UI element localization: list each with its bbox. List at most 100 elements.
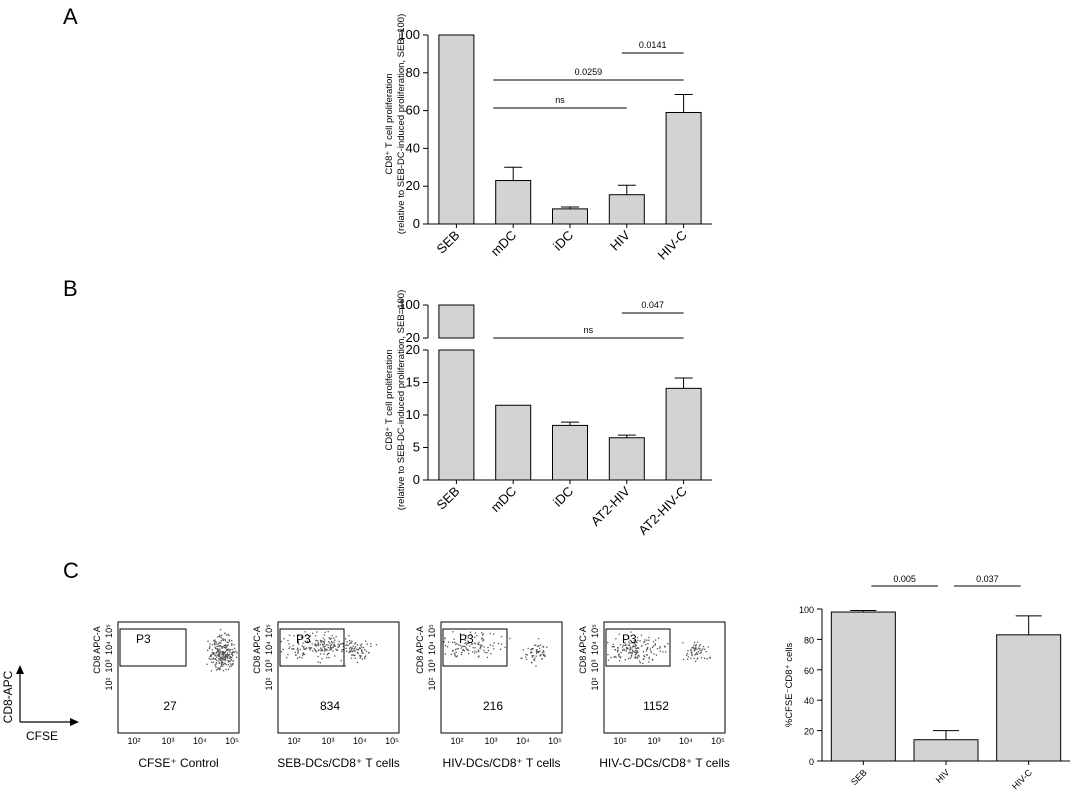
- flow-event: [220, 661, 223, 663]
- flow-event: [229, 666, 231, 668]
- flow-event: [353, 650, 356, 652]
- flow-event: [695, 660, 697, 662]
- flow-event: [297, 639, 300, 641]
- flow-event: [480, 646, 482, 648]
- flow-event: [629, 647, 632, 650]
- flow-event: [349, 649, 351, 651]
- flow-event: [691, 646, 694, 649]
- flow-xtick-label: 10²: [450, 736, 463, 746]
- flow-event: [304, 648, 306, 650]
- flow-event: [648, 639, 650, 641]
- flow-event: [536, 652, 538, 654]
- flow-event: [211, 661, 213, 663]
- flow-event: [522, 649, 524, 651]
- flow-event: [646, 648, 648, 651]
- flow-event: [651, 646, 654, 649]
- flow-event: [613, 646, 615, 648]
- flow-event: [314, 644, 316, 646]
- flow-event: [310, 647, 313, 649]
- flow-event: [224, 656, 227, 658]
- flow-event: [536, 645, 539, 647]
- flow-event: [694, 654, 696, 656]
- flow-event: [330, 648, 333, 651]
- flow-event: [527, 647, 529, 650]
- flow-event: [667, 642, 669, 645]
- flow-event: [214, 639, 216, 641]
- flow-event: [698, 645, 700, 647]
- flow-event: [219, 648, 221, 650]
- flow-event: [467, 649, 469, 651]
- flow-event: [224, 653, 227, 656]
- flow-event: [614, 649, 617, 651]
- flow-event: [364, 640, 367, 642]
- flow-event: [216, 656, 218, 658]
- flow-event: [213, 643, 216, 646]
- chart-c-category-label: HIV-C: [1010, 767, 1034, 791]
- chart-c-comparison-label: 0.005: [893, 574, 916, 584]
- flow-event: [337, 646, 339, 648]
- flow-event: [210, 670, 213, 672]
- flow-event: [303, 646, 305, 648]
- flow-event: [297, 651, 299, 653]
- flow-event: [535, 644, 537, 646]
- flow-event: [375, 644, 378, 646]
- flow-event: [231, 642, 233, 645]
- flow-event: [364, 657, 366, 660]
- flow-event: [694, 649, 696, 651]
- flow-event: [303, 653, 306, 656]
- flow-event: [544, 654, 546, 656]
- flow-plot-frame: [603, 621, 726, 734]
- flow-event: [497, 642, 500, 645]
- flow-event: [607, 654, 609, 656]
- flow-event: [614, 655, 616, 658]
- flow-event: [288, 634, 291, 636]
- flow-event: [625, 646, 628, 649]
- flow-event: [707, 646, 710, 648]
- flow-event: [630, 646, 632, 649]
- flow-event: [302, 653, 305, 656]
- flow-event: [227, 654, 230, 656]
- flow-event: [218, 634, 221, 636]
- flow-event: [696, 652, 698, 654]
- flow-event: [222, 659, 224, 661]
- chart-c-bar: [996, 634, 1062, 762]
- flow-event: [222, 663, 225, 666]
- chart-c-ytick-label: 60: [804, 666, 814, 676]
- flow-event: [623, 649, 626, 651]
- flow-event: [322, 637, 324, 639]
- flow-event: [321, 648, 323, 650]
- flow-event: [218, 635, 221, 638]
- flow-event: [634, 647, 637, 649]
- flow-event: [320, 650, 322, 652]
- flow-xtick-label: 10²: [613, 736, 626, 746]
- flow-event: [455, 651, 457, 653]
- flow-event: [354, 643, 356, 645]
- flow-event: [636, 657, 639, 659]
- flow-gate-p3: [119, 628, 187, 667]
- flow-event: [362, 646, 365, 649]
- flow-event: [634, 654, 637, 656]
- flow-event: [293, 648, 295, 650]
- flow-event: [330, 647, 333, 649]
- flow-event: [335, 635, 337, 638]
- flow-event: [611, 645, 613, 648]
- chart-a-bar: [438, 34, 475, 225]
- flow-ytick-label: 10²: [264, 677, 274, 690]
- flow-event: [222, 639, 225, 642]
- flow-event: [217, 649, 219, 652]
- flow-event: [709, 656, 711, 659]
- flow-event: [224, 644, 226, 646]
- flow-event: [316, 644, 318, 646]
- flow-event: [530, 651, 532, 654]
- flow-event: [293, 635, 295, 637]
- flow-event: [459, 633, 461, 635]
- flow-event: [323, 646, 326, 648]
- flow-event: [217, 645, 220, 647]
- flow-event: [218, 658, 221, 660]
- flow-event: [489, 644, 492, 646]
- flow-event: [207, 640, 209, 642]
- flow-event: [690, 649, 692, 652]
- flow-event: [218, 652, 220, 654]
- flow-event: [645, 650, 648, 652]
- flow-event: [638, 655, 640, 657]
